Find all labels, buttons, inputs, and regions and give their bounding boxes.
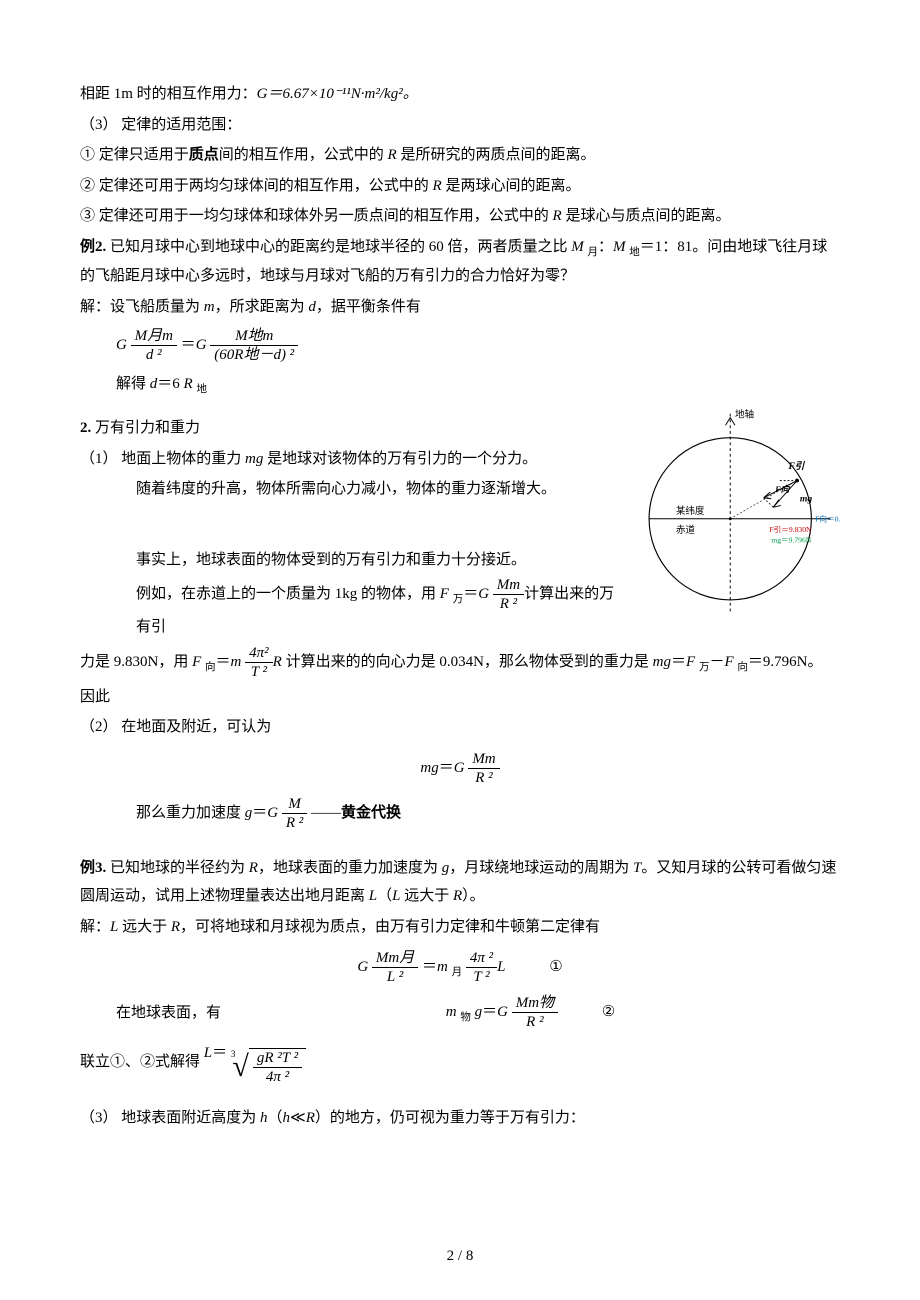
ex3-label: 例3. bbox=[80, 860, 106, 876]
g-equation-line: 那么重力加速度 g＝G MR ² ——黄金代换 bbox=[80, 795, 840, 832]
eqnum-2: ② bbox=[602, 1004, 615, 1020]
p1-eq: G＝6.67×10⁻¹¹N·m²/kg²。 bbox=[257, 86, 418, 102]
svg-text:F向: F向 bbox=[774, 484, 791, 494]
axis-label: 地轴 bbox=[735, 409, 754, 421]
mg-equation: mg＝G MmR ² bbox=[80, 750, 840, 787]
line-1: 相距 1m 时的相互作用力：G＝6.67×10⁻¹¹N·m²/kg²。 bbox=[80, 80, 840, 109]
example-2: 例2. 已知月球中心到地球中心的距离约是地球半径的 60 倍，两者质量之比 M … bbox=[80, 233, 840, 291]
golden-sub: 黄金代换 bbox=[341, 805, 401, 821]
svg-text:F引＝9.830N: F引＝9.830N bbox=[769, 526, 812, 535]
earth-diagram: 地轴 某纬度 赤道 F引 mg F向 F向＝0.034N F引＝9.830N m… bbox=[630, 404, 840, 635]
ex2-result: 解得 d＝6 R 地 bbox=[80, 370, 840, 400]
ex3-sol-head: 解：L 远大于 R，可将地球和月球视为质点，由万有引力定律和牛顿第二定律有 bbox=[80, 913, 840, 942]
ex3-combine: 联立①、②式解得 L＝ 3 √ gR ²T ²4π ² bbox=[80, 1039, 840, 1086]
svg-text:mg: mg bbox=[800, 494, 812, 505]
ex3-eq1: G Mm月L ² ＝m 月 4π ²T ²L ① bbox=[80, 949, 840, 986]
page-number: 2 / 8 bbox=[0, 1242, 920, 1271]
ex3-surface: 在地球表面，有 bbox=[80, 999, 221, 1028]
sec2-3: （3） 地球表面附近高度为 h（h≪R）的地方，仍可视为重力等于万有引力： bbox=[80, 1104, 840, 1133]
lat-label: 某纬度 bbox=[676, 505, 705, 517]
svg-text:mg＝9.796N: mg＝9.796N bbox=[771, 536, 812, 545]
example-3: 例3. 已知地球的半径约为 R，地球表面的重力加速度为 g，月球绕地球运动的周期… bbox=[80, 854, 840, 911]
scope-1: ① 定律只适用于质点间的相互作用，公式中的 R 是所研究的两质点间的距离。 bbox=[80, 141, 840, 170]
svg-text:F向＝0.034N: F向＝0.034N bbox=[815, 514, 840, 524]
ex3-eq2-row: 在地球表面，有 m 物 g＝G Mm物R ² ② bbox=[80, 994, 840, 1031]
eq-label: 赤道 bbox=[676, 524, 696, 536]
p1-text: 相距 1m 时的相互作用力： bbox=[80, 86, 257, 102]
scope-head: （3） 定律的适用范围： bbox=[80, 111, 840, 140]
sec2-ex-2: 力是 9.830N，用 F 向＝m 4π²T ²R 计算出来的的向心力是 0.0… bbox=[80, 644, 840, 681]
scope-2: ② 定律还可用于两均匀球体间的相互作用，公式中的 R 是两球心间的距离。 bbox=[80, 172, 840, 201]
sec2-2: （2） 在地面及附近，可认为 bbox=[80, 713, 840, 742]
ex2-sol-head: 解：设飞船质量为 m，所求距离为 d，据平衡条件有 bbox=[80, 293, 840, 322]
ex2-equation: G M月md ² ＝G M地m(60R地－d) ² bbox=[80, 327, 840, 364]
svg-text:F引: F引 bbox=[787, 461, 805, 473]
sec2-thus: 因此 bbox=[80, 683, 840, 712]
ex2-label: 例2. bbox=[80, 239, 106, 255]
scope-3: ③ 定律还可用于一均匀球体和球体外另一质点间的相互作用，公式中的 R 是球心与质… bbox=[80, 202, 840, 231]
eqnum-1: ① bbox=[549, 959, 562, 975]
